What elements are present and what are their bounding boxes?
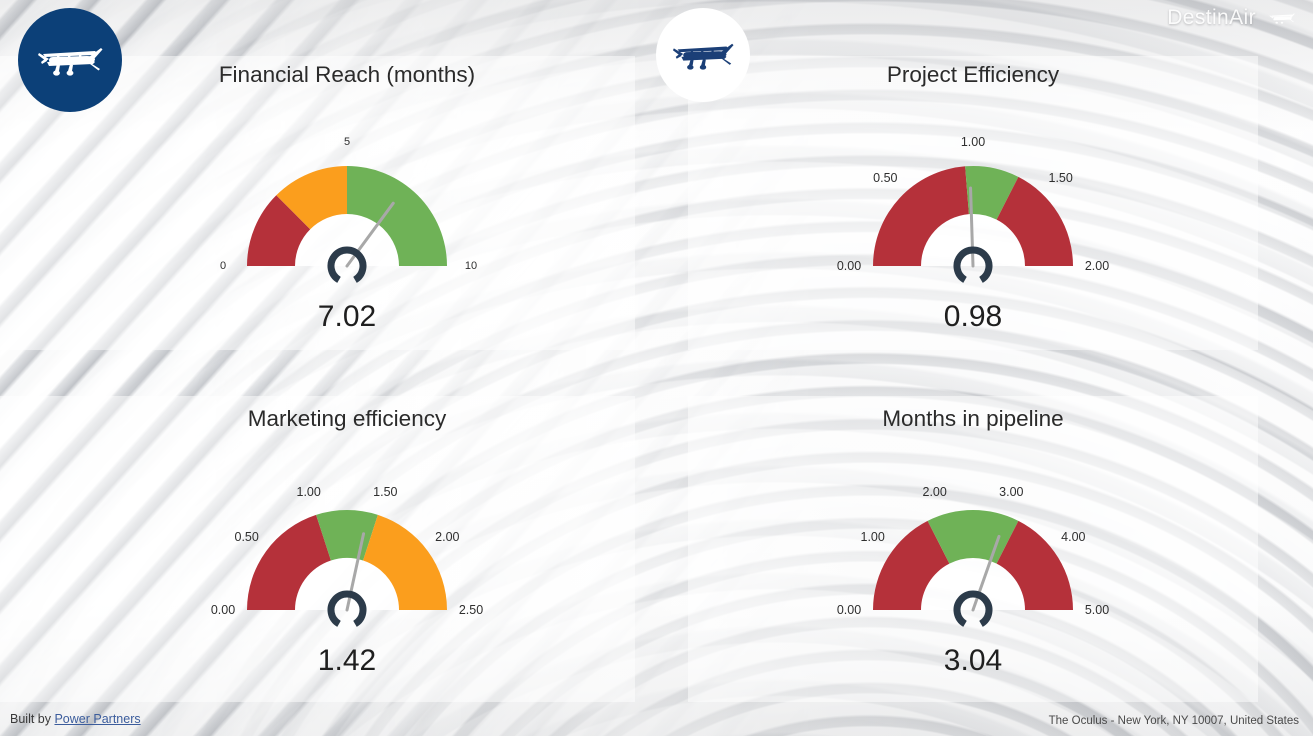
gauge-value: 0.98 [943, 300, 1003, 333]
gauge-visual: 0.00 0.50 1.00 1.50 2.00 2.50 [132, 434, 562, 660]
gauge-tick-label: 2.00 [435, 530, 460, 545]
gauge-tick-label: 5.00 [1084, 603, 1110, 617]
gauge-card-months-in-pipeline: Months in pipeline 0.00 1.00 2.00 3.00 4.00 5… [758, 406, 1188, 678]
gauge-card-project-efficiency: Project Efficiency 0.00 0.50 1.00 1.50 2.00 … [758, 62, 1188, 334]
gauge-tick-label: 0.00 [836, 603, 862, 617]
gauge-dial-face [920, 557, 1026, 610]
gauge-band-1 [927, 510, 1019, 564]
footer-credit: Built by Power Partners [10, 712, 141, 726]
gauge-card-financial-reach: Financial Reach (months) 0 5 10 7.02 [132, 62, 562, 334]
brand-name: DestinAir [1167, 6, 1256, 29]
gauge-tick-label: 10 [464, 260, 478, 272]
gauge-dial-face [294, 557, 400, 610]
gauge-title: Months in pipeline [882, 406, 1064, 431]
gauge-tick-label: 4.00 [1061, 530, 1086, 545]
gauge-tick-label: 1.50 [1048, 171, 1073, 186]
gauge-hub [327, 246, 367, 283]
primary-logo[interactable] [18, 8, 122, 112]
biplane-icon [1269, 13, 1295, 24]
gauge-value: 7.02 [317, 300, 377, 333]
secondary-logo[interactable] [656, 8, 750, 102]
gauge-tick-label: 0.00 [210, 603, 236, 617]
gauge-title: Project Efficiency [886, 62, 1060, 87]
gauge-tick-label: 5 [343, 136, 351, 148]
gauge-band-0 [873, 520, 950, 610]
gauge-tick-label: 0.50 [234, 530, 259, 545]
gauge-tick-label: 0.50 [873, 171, 898, 186]
gauge-hub [953, 246, 993, 283]
gauge-visual: 0.00 1.00 2.00 3.00 4.00 5.00 [758, 434, 1188, 660]
gauge-tick-label: 1.00 [860, 530, 885, 545]
gauge-band-0 [247, 195, 311, 266]
gauge-title: Financial Reach (months) [218, 62, 476, 87]
footer-credit-prefix: Built by [10, 712, 55, 726]
gauge-visual: 0.00 0.50 1.00 1.50 2.00 [758, 90, 1188, 316]
gauge-tick-label: 2.00 [922, 485, 947, 500]
gauge-band-0 [873, 166, 969, 266]
gauge-tick-label: 3.00 [999, 485, 1024, 500]
gauge-band-1 [316, 510, 378, 561]
gauge-dial [247, 510, 447, 627]
gauge-tick-label: 1.00 [296, 485, 321, 500]
gauge-dial [247, 166, 447, 283]
gauge-dial [873, 166, 1073, 283]
gauge-band-0 [247, 514, 331, 610]
gauge-visual: 0 5 10 [132, 90, 562, 316]
gauge-tick-label: 2.50 [458, 603, 484, 617]
gauge-title: Marketing efficiency [247, 406, 447, 431]
gauge-hub [327, 590, 367, 627]
gauge-value: 1.42 [317, 644, 377, 677]
gauge-band-1 [965, 166, 1019, 220]
gauge-band-2 [363, 514, 447, 610]
gauge-band-2 [996, 520, 1073, 610]
gauge-tick-label: 1.00 [960, 135, 986, 149]
gauge-band-1 [276, 166, 347, 230]
gauge-tick-label: 0 [219, 260, 227, 272]
gauge-hub [953, 590, 993, 627]
biplane-logo-icon [672, 43, 734, 70]
gauge-value: 3.04 [943, 644, 1003, 677]
gauge-tick-label: 1.50 [373, 485, 398, 500]
power-partners-link[interactable]: Power Partners [54, 712, 141, 726]
gauge-band-2 [996, 176, 1073, 266]
footer-address: The Oculus - New York, NY 10007, United … [1048, 715, 1299, 727]
brand-lockup: DestinAir [1167, 6, 1299, 30]
gauge-dial [873, 510, 1073, 627]
gauge-dial-face [294, 213, 400, 266]
gauge-card-marketing-efficiency: Marketing efficiency 0.00 0.50 1.00 1.50 2.0… [132, 406, 562, 678]
gauge-tick-label: 2.00 [1084, 259, 1110, 273]
biplane-logo-icon [38, 48, 103, 76]
gauge-tick-label: 0.00 [836, 259, 862, 273]
gauge-band-2 [347, 166, 447, 266]
